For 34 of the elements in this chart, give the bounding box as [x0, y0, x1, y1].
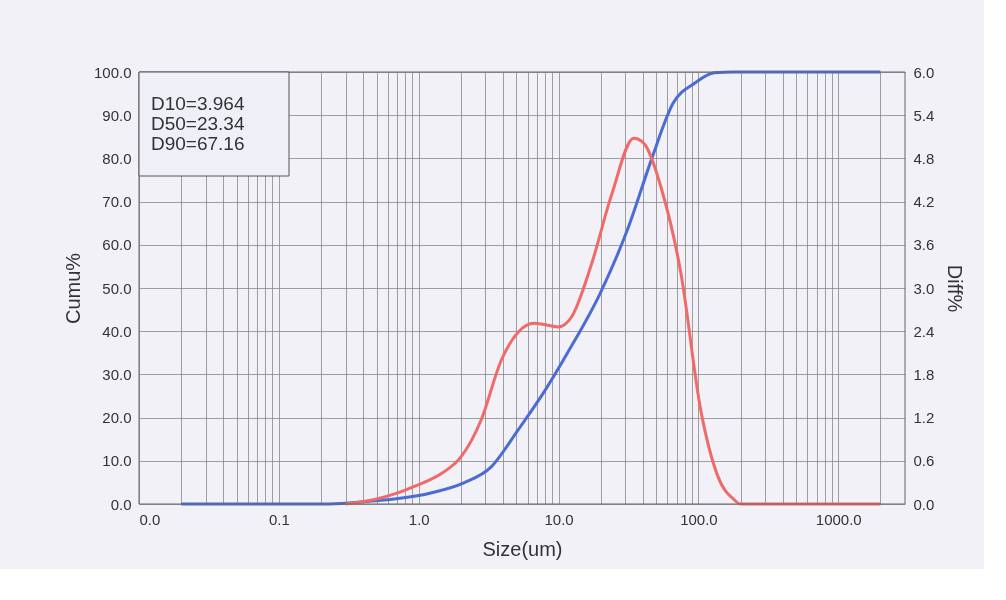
y2-tick-label: 4.2 — [913, 193, 935, 211]
x-tick-label: 100.0 — [680, 510, 718, 528]
y2-tick-label: 3.6 — [913, 236, 935, 254]
y-tick-label: 30.0 — [102, 365, 132, 383]
x-tick-label: 1.0 — [408, 510, 430, 528]
y-tick-label: 100.0 — [93, 63, 132, 81]
x-tick-label: 10.0 — [544, 510, 574, 528]
y-tick-label: 0.0 — [110, 495, 132, 513]
annotation: D50=23.34 — [151, 113, 245, 134]
y-axis-title: Cumu% — [61, 252, 84, 325]
y2-tick-label: 6.0 — [913, 63, 935, 81]
y2-tick-label: 0.6 — [913, 452, 935, 470]
y2-tick-label: 2.4 — [913, 322, 935, 340]
y2-tick-label: 1.8 — [913, 365, 935, 383]
x-axis-title: Size(um) — [482, 537, 563, 560]
annotation: D90=67.16 — [151, 133, 245, 154]
y-tick-label: 20.0 — [102, 409, 132, 427]
y-tick-label: 10.0 — [102, 452, 132, 470]
annotation: D10=3.964 — [151, 93, 245, 114]
y2-tick-label: 3.0 — [913, 279, 935, 297]
y-tick-label: 80.0 — [102, 149, 132, 167]
y2-tick-label: 4.8 — [913, 149, 935, 167]
y-tick-label: 60.0 — [102, 236, 132, 254]
x-tick-label: 0.0 — [139, 510, 161, 528]
y2-tick-label: 0.0 — [913, 495, 935, 513]
y-tick-label: 50.0 — [102, 279, 132, 297]
y2-tick-label: 1.2 — [913, 409, 935, 427]
y-tick-label: 90.0 — [102, 106, 132, 124]
x-tick-label: 0.1 — [268, 510, 290, 528]
y2-axis-title: Diff% — [944, 264, 967, 313]
y-tick-label: 40.0 — [102, 322, 132, 340]
y2-tick-label: 5.4 — [913, 106, 935, 124]
y-tick-label: 70.0 — [102, 193, 132, 211]
x-tick-label: 1000.0 — [815, 510, 862, 528]
